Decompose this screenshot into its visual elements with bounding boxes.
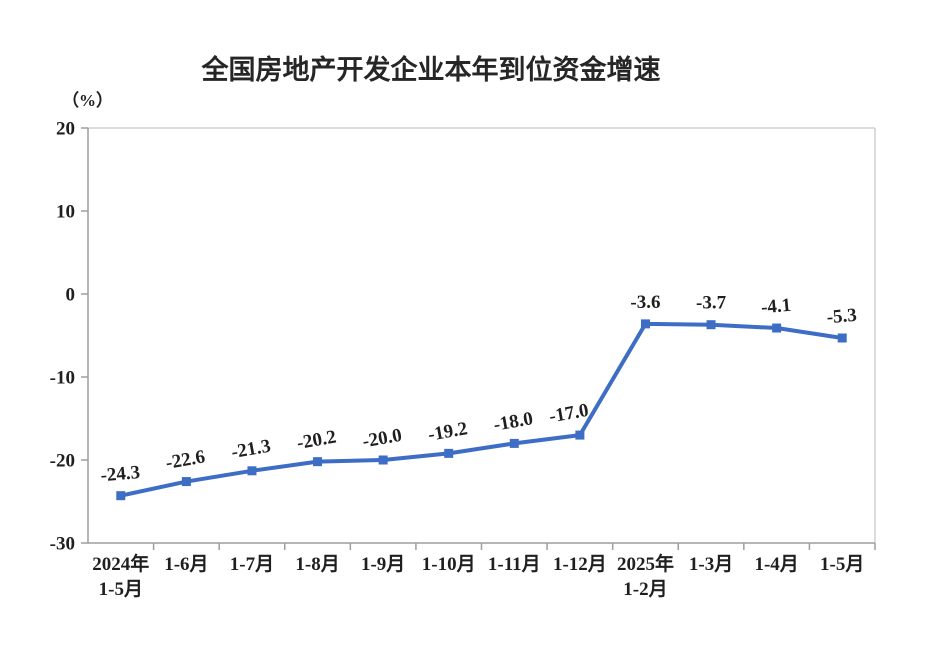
x-axis-category-label: 1-8月 (295, 554, 339, 575)
x-axis-category-label: 1-2月 (623, 579, 667, 600)
x-axis-category-label: 1-11月 (488, 554, 541, 575)
data-point-marker (706, 320, 716, 330)
data-point-label: -3.6 (630, 292, 660, 313)
x-axis-category-label: 1-4月 (754, 554, 798, 575)
data-point-label: -24.3 (100, 462, 141, 486)
data-point-label: -20.0 (361, 425, 404, 453)
data-point-marker (313, 457, 323, 467)
y-axis-tick-label: 10 (56, 202, 75, 223)
y-axis-unit-label: （%） (62, 91, 113, 110)
data-point-marker (575, 430, 585, 440)
data-point-marker (837, 333, 847, 343)
data-point-label: -22.6 (164, 446, 207, 474)
y-axis-tick-label: -10 (50, 368, 75, 389)
data-point-marker (378, 455, 388, 465)
data-point-label: -21.3 (230, 436, 273, 464)
data-point-label: -19.2 (426, 418, 469, 446)
x-axis-category-label: 1-10月 (422, 554, 476, 575)
x-axis-category-label: 1-6月 (164, 554, 208, 575)
x-axis-category-label: 2024年 (92, 552, 149, 575)
x-axis-category-label: 1-7月 (230, 554, 274, 575)
data-point-marker (116, 491, 126, 501)
data-point-label: -3.7 (696, 293, 727, 314)
chart-title: 全国房地产开发企业本年到位资金增速 (201, 55, 661, 85)
data-line (118, 321, 845, 498)
x-axis-category-label: 1-3月 (689, 554, 733, 575)
data-point-label: -18.0 (492, 408, 535, 436)
data-point-label: -17.0 (548, 400, 591, 428)
data-point-marker (444, 448, 454, 458)
x-axis-category-label: 1-12月 (553, 554, 607, 575)
data-point-label: -4.1 (760, 295, 792, 319)
x-axis-category-label: 1-5月 (820, 554, 864, 575)
y-axis-tick-label: 20 (56, 119, 75, 140)
y-axis-tick-label: -30 (50, 534, 75, 555)
y-axis-tick-label: 0 (66, 285, 76, 306)
x-axis-category-label: 1-9月 (361, 554, 405, 575)
x-axis-category-label: 1-5月 (99, 579, 143, 600)
data-point-label: -20.2 (295, 426, 338, 454)
data-point-marker (181, 477, 191, 487)
data-point-label: -5.3 (826, 305, 858, 329)
x-axis-category-label: 2025年 (617, 552, 674, 575)
data-point-marker (772, 323, 782, 333)
data-point-marker (247, 466, 257, 476)
y-axis-tick-label: -20 (50, 451, 75, 472)
data-point-marker (509, 438, 519, 448)
data-point-marker (640, 319, 650, 329)
